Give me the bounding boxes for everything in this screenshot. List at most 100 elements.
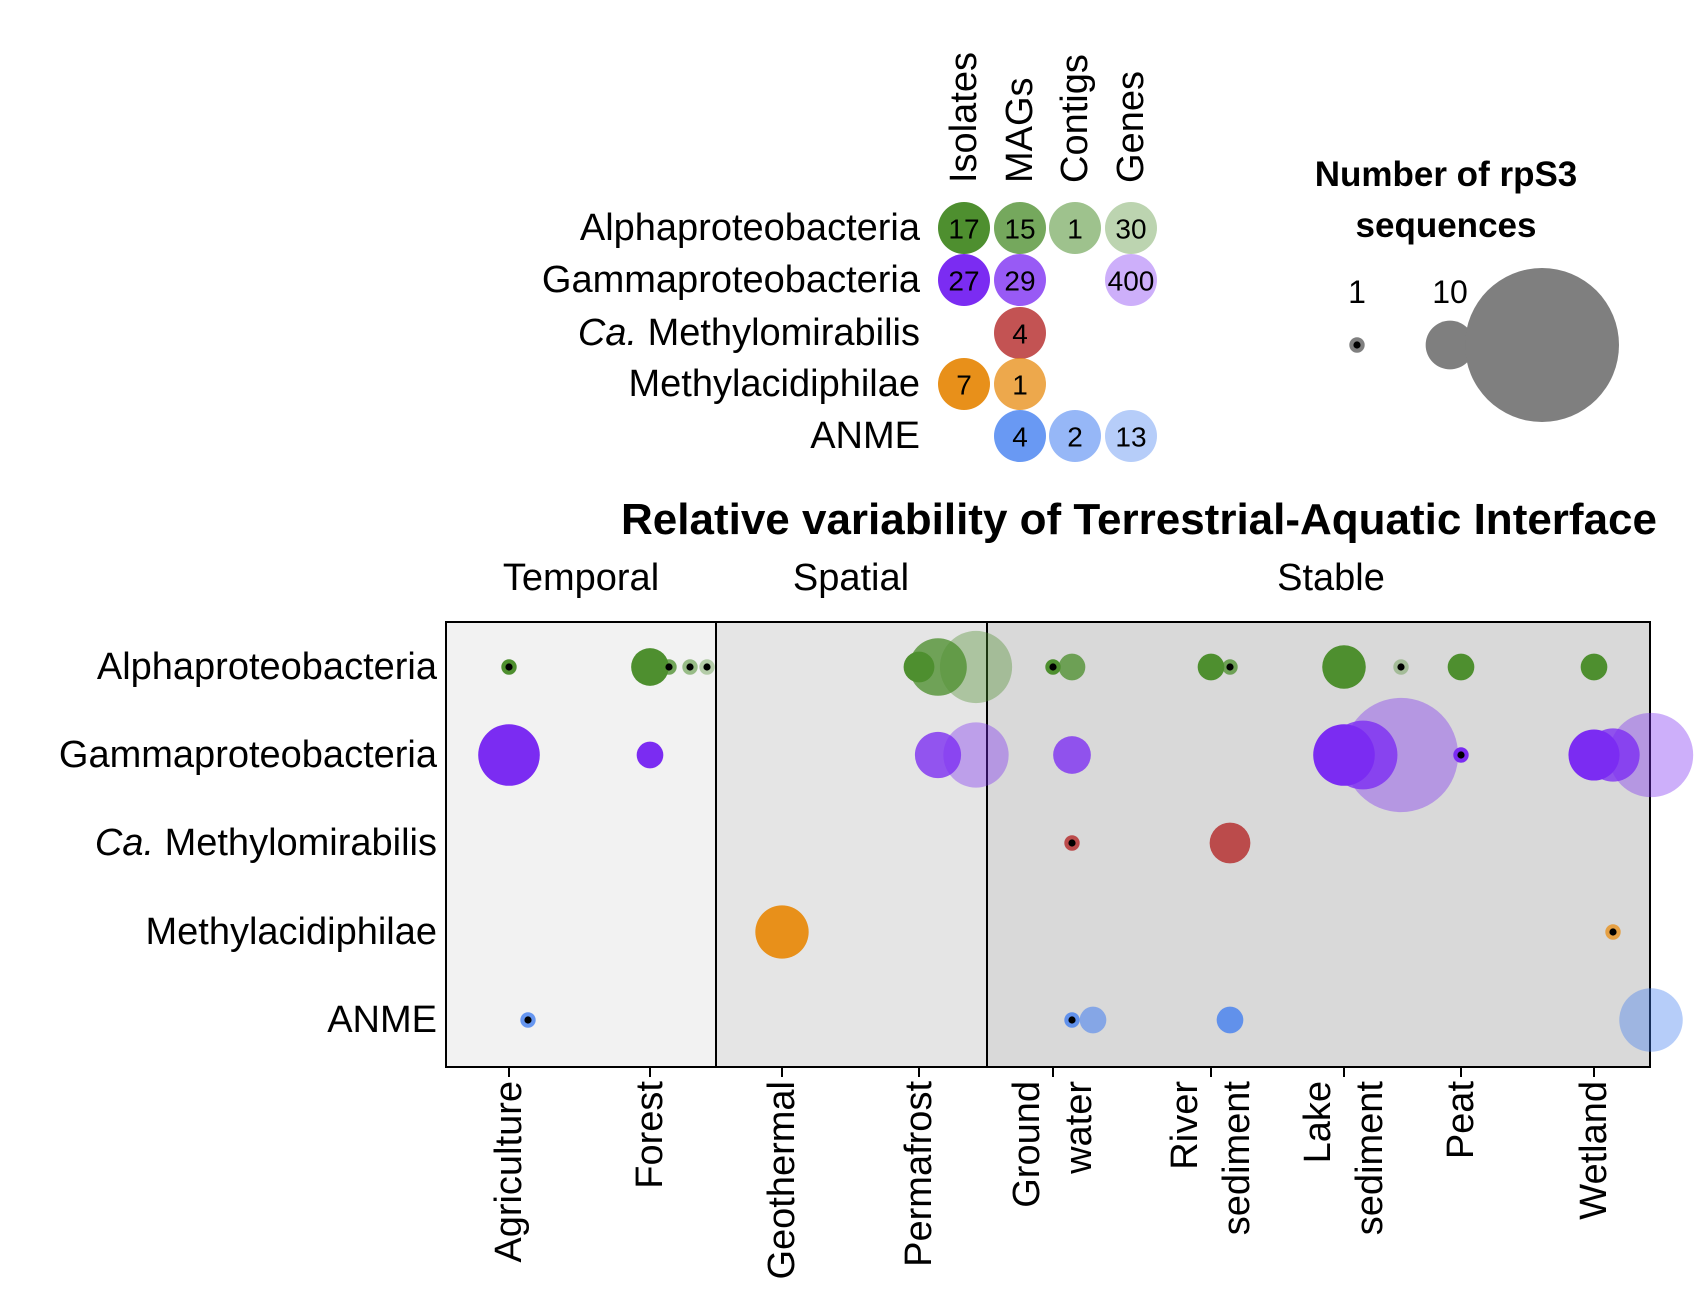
y-tick-label: Ca. Methylomirabilis [95,822,437,864]
data-bubble [1608,712,1694,798]
x-tick-label: Lake [1297,1081,1339,1163]
matrix-cell-value: 1 [1067,214,1083,245]
matrix-cell-bubble [938,202,990,254]
matrix-cell-bubble [1105,410,1157,462]
data-bubble [1619,988,1683,1052]
data-bubble [1447,653,1475,681]
data-bubble [636,741,664,769]
y-tick-label: Gammaproteobacteria [59,734,438,776]
matrix-cell-value: 17 [948,214,979,245]
data-bubble [631,648,669,686]
x-tick-label: sediment [1349,1081,1391,1236]
x-tick-label: Forest [629,1081,671,1189]
x-tick-label: Geothermal [761,1081,803,1280]
matrix-cell-bubble [938,358,990,410]
group-panel-background [987,622,1650,1067]
x-tick-label: Wetland [1573,1081,1615,1220]
panel-frame [445,621,1651,1068]
matrix-cell-value: 15 [1004,214,1035,245]
matrix-cell-value: 4 [1012,422,1028,453]
data-bubble [943,722,1009,788]
single-sequence-dot [1226,663,1234,671]
legend-size-label: 1 [1348,274,1366,310]
group-panel-background [446,622,716,1067]
matrix-cell-value: 30 [1115,214,1146,245]
group-label: Spatial [793,557,909,599]
matrix-cell-bubble [1105,254,1157,306]
row-label: Gammaproteobacteria [542,259,921,301]
matrix-cell-value: 29 [1004,266,1035,297]
data-bubble [1209,822,1251,864]
single-sequence-dot [1068,839,1076,847]
matrix-cell-bubble [994,307,1046,359]
summary-bubble-matrix: Isolates MAGs Contigs Genes Alphaproteobacte… [542,52,1157,462]
legend-size-bubble [1465,268,1619,422]
data-bubble [1580,653,1608,681]
single-sequence-dot [1068,1016,1076,1024]
matrix-cell-value: 1 [1012,370,1028,401]
data-bubble [1058,653,1086,681]
single-sequence-dot [1609,928,1617,936]
single-sequence-dot [1397,663,1405,671]
single-sequence-dot [1457,751,1465,759]
chart-title: Relative variability of Terrestrial-Aqua… [621,495,1657,544]
matrix-cell-bubble [994,202,1046,254]
data-bubble [1053,736,1091,774]
single-sequence-dot [665,663,673,671]
row-label: Ca. Methylomirabilis [578,312,920,354]
group-label: Temporal [503,557,659,599]
data-bubble [755,905,809,959]
matrix-cell-bubble [994,254,1046,306]
x-tick-label: River [1164,1081,1206,1170]
x-tick-label: sediment [1216,1081,1258,1236]
single-sequence-dot [1049,663,1057,671]
y-tick-label: Alphaproteobacteria [97,646,438,688]
single-sequence-dot [703,663,711,671]
matrix-cell-value: 7 [956,370,972,401]
data-bubble [1322,645,1366,689]
legend-size-bubble [1425,320,1475,370]
group-panel-background [716,622,987,1067]
matrix-cell-bubble [1049,410,1101,462]
legend-single-dot [1353,341,1361,349]
row-label: Alphaproteobacteria [580,207,921,249]
y-tick-label: ANME [327,999,437,1041]
matrix-cell-bubble [994,358,1046,410]
column-header: MAGs [999,77,1041,183]
matrix-cell-bubble [1049,202,1101,254]
data-bubble [1313,724,1375,786]
single-sequence-dot [505,663,513,671]
matrix-cell-bubble [938,254,990,306]
row-label: Methylacidiphilae [629,363,921,405]
x-tick-label: Agriculture [488,1081,530,1263]
bubble-plot-panel: Temporal Spatial Stable Alphaproteobacteria… [59,557,1694,1280]
matrix-cell-bubble [994,410,1046,462]
matrix-cell-value: 400 [1108,266,1155,297]
data-bubble [1216,1006,1244,1034]
matrix-cell-value: 4 [1012,319,1028,350]
data-bubble [1197,653,1225,681]
data-bubble [903,651,935,683]
matrix-cell-bubble [1105,202,1157,254]
column-header: Genes [1110,71,1152,183]
group-label: Stable [1277,557,1385,599]
matrix-cell-value: 27 [948,266,979,297]
matrix-cell-value: 13 [1115,422,1146,453]
x-tick-label: Permafrost [898,1081,940,1267]
x-tick-label: Ground [1006,1081,1048,1208]
row-label: ANME [810,415,920,457]
legend-title: sequences [1356,206,1537,245]
matrix-cell-value: 2 [1067,422,1083,453]
legend-title: Number of rpS3 [1315,155,1578,194]
data-bubble [914,731,962,779]
column-header: Isolates [943,52,985,183]
single-sequence-dot [524,1016,532,1024]
data-bubble [1568,729,1620,781]
size-legend: Number of rpS3sequences110100 [1315,155,1619,422]
single-sequence-dot [686,663,694,671]
x-tick-label: Peat [1440,1081,1482,1160]
x-tick-label: water [1058,1081,1100,1175]
column-header: Contigs [1054,54,1096,183]
legend-size-label: 10 [1432,274,1468,310]
